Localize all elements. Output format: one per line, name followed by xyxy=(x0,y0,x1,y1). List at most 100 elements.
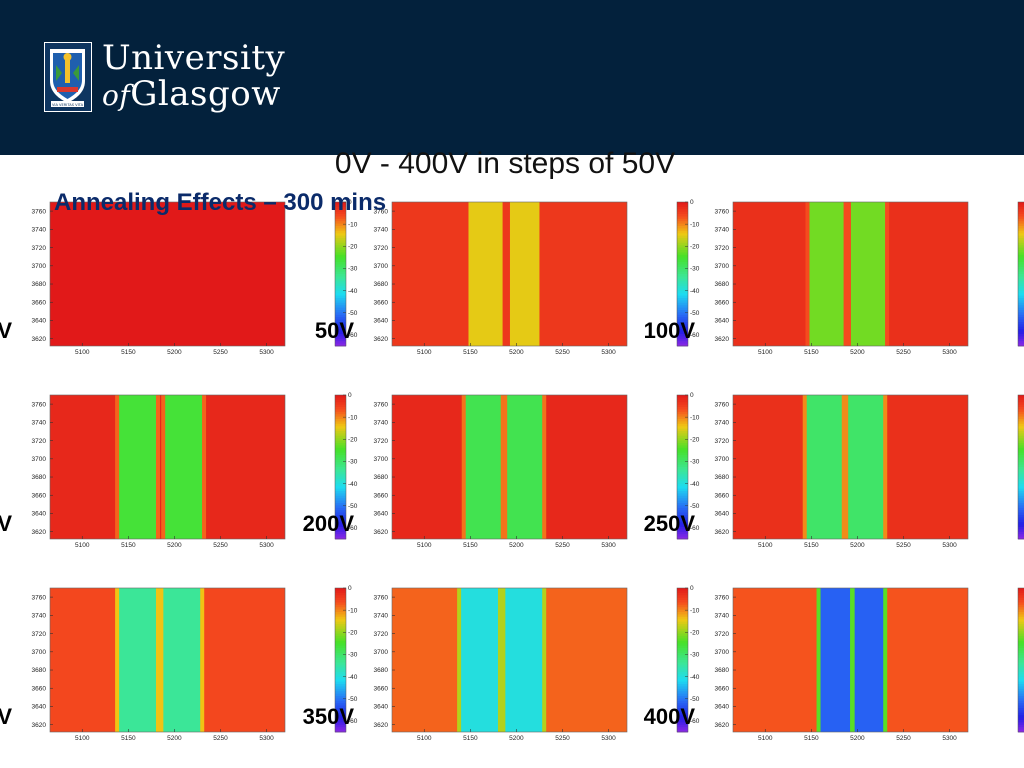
colorbar-tick-label: -50 xyxy=(690,503,700,510)
y-tick-label: 3720 xyxy=(374,245,389,252)
colorbar-band xyxy=(677,529,688,533)
colorbar-band xyxy=(677,607,688,610)
colorbar-band xyxy=(677,271,688,275)
colorbar-band xyxy=(677,409,688,413)
colorbar-band xyxy=(335,469,346,473)
colorbar-band xyxy=(1018,402,1024,405)
y-tick-label: 3740 xyxy=(715,420,730,427)
colorbar-band xyxy=(677,447,688,451)
colorbar-band xyxy=(677,290,688,294)
colorbar-band xyxy=(1018,317,1024,320)
y-tick-label: 3760 xyxy=(32,594,47,601)
colorbar-band xyxy=(1018,479,1024,482)
x-tick-label: 5250 xyxy=(896,542,911,549)
y-tick-label: 3740 xyxy=(715,613,730,620)
colorbar-band xyxy=(1018,604,1024,608)
colorbar-band xyxy=(335,522,346,525)
colorbar-band xyxy=(335,419,346,422)
x-tick-label: 5250 xyxy=(555,349,570,356)
y-tick-label: 3640 xyxy=(32,704,47,711)
x-tick-label: 5100 xyxy=(75,735,90,742)
y-tick-label: 3620 xyxy=(32,336,47,343)
colorbar-band xyxy=(1018,307,1024,311)
colorbar-band xyxy=(1018,274,1024,277)
colorbar-band xyxy=(677,507,688,511)
y-tick-label: 3620 xyxy=(715,336,730,343)
colorbar-tick-label: -20 xyxy=(690,630,700,637)
colorbar-band xyxy=(1018,286,1024,289)
y-tick-label: 3760 xyxy=(374,594,389,601)
colorbar-band xyxy=(677,254,688,258)
colorbar-band xyxy=(335,693,346,697)
colorbar-band xyxy=(677,211,688,215)
colorbar-band xyxy=(677,650,688,654)
colorbar-band xyxy=(1018,409,1024,413)
panel-voltage-label: 0V xyxy=(0,318,12,343)
colorbar-band xyxy=(335,228,346,232)
colorbar-tick-label: -60 xyxy=(690,332,700,339)
colorbar-band xyxy=(1018,619,1024,622)
colorbar-band xyxy=(1018,597,1024,601)
colorbar-band xyxy=(335,519,346,523)
colorbar-band xyxy=(1018,643,1024,646)
x-tick-label: 5150 xyxy=(804,542,819,549)
heatmap-svg: 5100 5150 5200 5250 5300 3760 3740 3720 3700 3680… xyxy=(715,394,1024,549)
colorbar-band xyxy=(1018,440,1024,444)
colorbar-band xyxy=(335,431,346,434)
colorbar-band xyxy=(1018,517,1024,521)
colorbar-band xyxy=(677,636,688,639)
y-tick-label: 3740 xyxy=(32,227,47,234)
heatmap-frame xyxy=(732,394,969,540)
y-tick-label: 3720 xyxy=(32,631,47,638)
colorbar-band xyxy=(1018,452,1024,456)
colorbar-tick-label: -10 xyxy=(690,221,700,228)
colorbar-band xyxy=(335,595,346,598)
y-tick-label: 3740 xyxy=(374,420,389,427)
colorbar-band xyxy=(335,696,346,699)
colorbar-band xyxy=(677,433,688,437)
colorbar-tick-label: -10 xyxy=(348,414,358,421)
colorbar-band xyxy=(335,681,346,685)
colorbar-band xyxy=(1018,495,1024,499)
y-tick-label: 3620 xyxy=(32,529,47,536)
y-tick-label: 3700 xyxy=(32,456,47,463)
colorbar-band xyxy=(335,281,346,284)
colorbar-band xyxy=(1018,319,1024,323)
x-tick-label: 5200 xyxy=(509,735,524,742)
y-tick-label: 3700 xyxy=(374,649,389,656)
colorbar-tick-label: 0 xyxy=(690,199,694,206)
colorbar-band xyxy=(1018,688,1024,692)
colorbar-band xyxy=(677,722,688,726)
colorbar-band xyxy=(335,686,346,690)
colorbar-band xyxy=(677,343,688,347)
colorbar-band xyxy=(677,515,688,518)
colorbar-tick-label: -40 xyxy=(348,674,358,681)
y-tick-label: 3720 xyxy=(32,245,47,252)
colorbar-band xyxy=(1018,204,1024,208)
colorbar-band xyxy=(335,440,346,444)
colorbar-tick-label: -40 xyxy=(348,481,358,488)
colorbar-band xyxy=(335,703,346,706)
colorbar-band xyxy=(335,202,346,205)
colorbar-band xyxy=(677,590,688,594)
colorbar-band xyxy=(677,604,688,608)
colorbar-band xyxy=(677,324,688,328)
colorbar-band xyxy=(335,640,346,644)
colorbar-band xyxy=(335,652,346,656)
colorbar-band xyxy=(335,206,346,210)
colorbar-band xyxy=(677,295,688,299)
colorbar-band xyxy=(1018,486,1024,489)
colorbar-band xyxy=(1018,703,1024,706)
y-tick-label: 3720 xyxy=(374,438,389,445)
colorbar-band xyxy=(335,288,346,292)
x-tick-label: 5300 xyxy=(601,542,616,549)
x-tick-label: 5250 xyxy=(555,735,570,742)
slide-title: Annealing Effects – 300 mins xyxy=(54,189,387,216)
crest-motto: VIA VERITAS VITA xyxy=(52,103,84,107)
colorbar-tick-label: -40 xyxy=(690,674,700,681)
university-wordmark: University ofGlasgow xyxy=(102,40,285,114)
colorbar-band xyxy=(1018,238,1024,241)
colorbar-band xyxy=(335,524,346,528)
colorbar-band xyxy=(1018,467,1024,470)
colorbar-band xyxy=(1018,645,1024,649)
